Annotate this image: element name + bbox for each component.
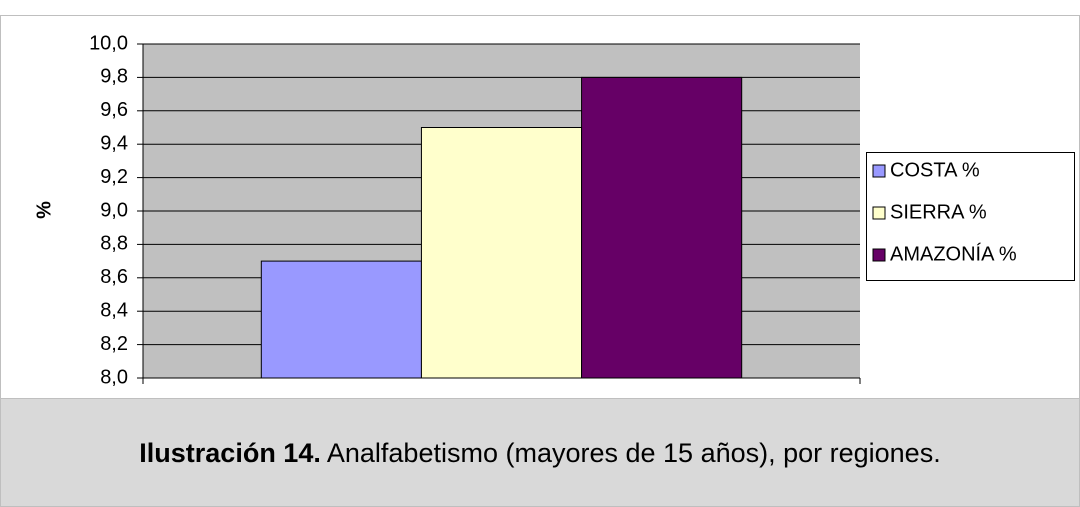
y-tick-label: 9,8: [100, 66, 128, 88]
y-axis-label: %: [33, 201, 55, 219]
caption-label: Ilustración 14.: [139, 438, 321, 468]
y-tick-label: 8,0: [100, 366, 128, 388]
y-tick-label: 10,0: [89, 32, 128, 54]
caption: Ilustración 14. Analfabetismo (mayores d…: [139, 438, 940, 468]
y-tick-label: 8,6: [100, 266, 128, 288]
y-tick-label: 8,2: [100, 333, 128, 355]
legend-label: SIERRA %: [890, 201, 987, 223]
legend-label: COSTA %: [890, 159, 980, 181]
legend-swatch: [872, 248, 886, 262]
legend-swatch: [872, 206, 886, 220]
y-tick-label: 9,4: [100, 132, 128, 154]
y-tick-label: 9,0: [100, 199, 128, 221]
y-tick-label: 8,4: [100, 299, 128, 321]
y-tick-label: 9,6: [100, 99, 128, 121]
y-tick-label: 9,2: [100, 166, 128, 188]
caption-text: Analfabetismo (mayores de 15 años), por …: [327, 438, 941, 468]
bar: [260, 260, 422, 379]
legend-label: AMAZONÍA %: [890, 242, 1017, 265]
y-tick-label: 8,8: [100, 233, 128, 255]
caption-box: [0, 398, 1080, 507]
bar: [581, 76, 743, 379]
legend-swatch: [872, 164, 886, 178]
legend: [866, 152, 1075, 281]
bar: [420, 127, 583, 379]
